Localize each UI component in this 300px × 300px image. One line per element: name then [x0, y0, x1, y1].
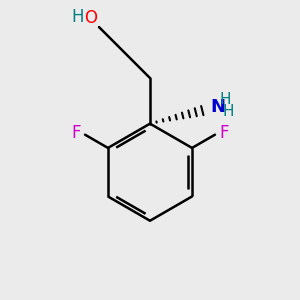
- Text: H: H: [223, 103, 234, 118]
- Text: F: F: [71, 124, 81, 142]
- Text: F: F: [219, 124, 229, 142]
- Text: H: H: [220, 92, 231, 107]
- Text: H: H: [72, 8, 84, 26]
- Text: N: N: [210, 98, 225, 116]
- Text: O: O: [85, 8, 98, 26]
